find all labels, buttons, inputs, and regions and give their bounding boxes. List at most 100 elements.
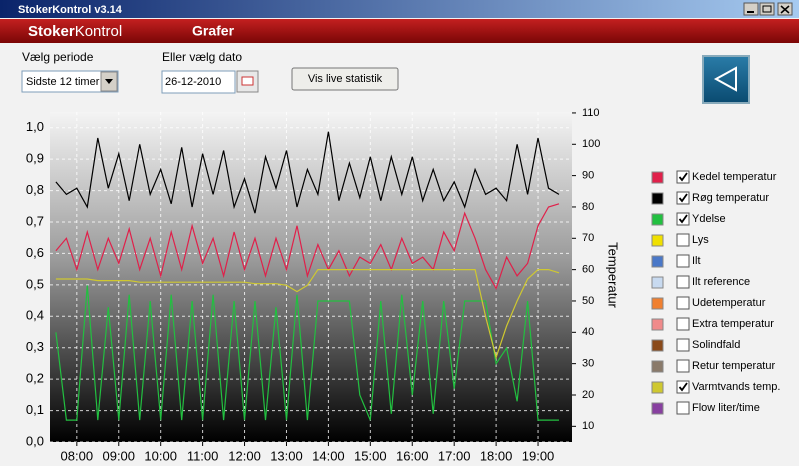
legend-item[interactable]: Udetemperatur xyxy=(651,296,766,310)
period-label: Vælg periode xyxy=(22,50,94,64)
y-tick-label: 0,9 xyxy=(26,151,44,166)
y2-tick-label: 40 xyxy=(582,326,594,338)
y-tick-label: 0,3 xyxy=(26,339,44,354)
period-dropdown[interactable]: Sidste 12 timer xyxy=(21,70,119,93)
x-tick-label: 16:00 xyxy=(396,448,429,463)
x-tick-label: 09:00 xyxy=(102,448,135,463)
legend-label: Ilt xyxy=(692,255,701,267)
legend-checkbox xyxy=(676,296,690,310)
legend-item[interactable]: Extra temperatur xyxy=(651,317,774,331)
period-value: Sidste 12 timer xyxy=(26,76,100,88)
window-buttons[interactable] xyxy=(743,2,793,16)
legend-checkbox xyxy=(676,317,690,331)
legend-label: Varmtvands temp. xyxy=(692,381,780,393)
title-bar xyxy=(0,0,799,18)
legend-checkbox xyxy=(676,275,690,289)
x-tick-label: 12:00 xyxy=(228,448,261,463)
legend-swatch xyxy=(651,255,664,268)
plot-area xyxy=(50,112,572,442)
legend-item[interactable]: Ilt reference xyxy=(651,275,750,289)
legend-swatch xyxy=(651,318,664,331)
y-tick-label: 0,0 xyxy=(26,433,44,448)
y2-tick-label: 30 xyxy=(582,358,594,370)
legend-item[interactable]: Flow liter/time xyxy=(651,401,760,415)
y-tick-label: 0,6 xyxy=(26,245,44,260)
window-title: StokerKontrol v3.14 xyxy=(18,4,123,16)
legend-label: Lys xyxy=(692,234,709,246)
legend-item[interactable]: Ilt xyxy=(651,254,701,268)
legend-swatch xyxy=(651,402,664,415)
x-tick-label: 15:00 xyxy=(354,448,387,463)
legend-checkbox xyxy=(676,359,690,373)
legend-checkbox xyxy=(676,338,690,352)
legend-item[interactable]: Lys xyxy=(651,233,709,247)
y-tick-label: 0,1 xyxy=(26,402,44,417)
y2-tick-label: 10 xyxy=(582,420,594,432)
legend-checkbox xyxy=(676,212,690,226)
legend-swatch xyxy=(651,213,664,226)
header-bar xyxy=(0,19,799,43)
legend-label: Retur temperatur xyxy=(692,360,775,372)
legend-label: Røg temperatur xyxy=(692,192,769,204)
y2-tick-label: 60 xyxy=(582,264,594,276)
legend-label: Ilt reference xyxy=(692,276,750,288)
legend-swatch xyxy=(651,339,664,352)
legend-checkbox xyxy=(676,233,690,247)
legend-checkbox xyxy=(676,191,690,205)
x-tick-label: 10:00 xyxy=(144,448,177,463)
legend-swatch xyxy=(651,381,664,394)
legend-item[interactable]: Røg temperatur xyxy=(651,191,769,205)
y2-tick-label: 90 xyxy=(582,170,594,182)
x-tick-label: 18:00 xyxy=(480,448,513,463)
y2-tick-label: 50 xyxy=(582,295,594,307)
x-tick-label: 08:00 xyxy=(61,448,94,463)
section-title: Grafer xyxy=(192,23,235,39)
x-tick-label: 13:00 xyxy=(270,448,303,463)
legend-label: Ydelse xyxy=(692,213,726,225)
legend-label: Kedel temperatur xyxy=(692,171,777,183)
legend-swatch xyxy=(651,234,664,247)
legend-label: Extra temperatur xyxy=(692,318,774,330)
legend-item[interactable]: Solindfald xyxy=(651,338,740,352)
date-value: 26-12-2010 xyxy=(165,76,221,88)
y-tick-label: 0,2 xyxy=(26,371,44,386)
x-tick-label: 14:00 xyxy=(312,448,345,463)
legend-swatch xyxy=(651,276,664,289)
legend-checkbox xyxy=(676,170,690,184)
legend-checkbox xyxy=(676,380,690,394)
legend-item[interactable]: Varmtvands temp. xyxy=(651,380,780,394)
x-tick-label: 19:00 xyxy=(522,448,555,463)
legend-check xyxy=(678,172,688,182)
legend-item[interactable]: Retur temperatur xyxy=(651,359,775,373)
legend-label: Udetemperatur xyxy=(692,297,766,309)
live-button-label: Vis live statistik xyxy=(308,73,383,85)
legend-swatch xyxy=(651,360,664,373)
y-tick-label: 0,4 xyxy=(26,308,44,323)
legend-item[interactable]: Kedel temperatur xyxy=(651,170,777,184)
y2-tick-label: 80 xyxy=(582,201,594,213)
date-input[interactable]: 26-12-2010 xyxy=(161,70,236,94)
legend-check xyxy=(678,214,688,224)
live-button[interactable]: Vis live statistik xyxy=(291,67,399,91)
y2-tick-label: 20 xyxy=(582,389,594,401)
y-tick-label: 1,0 xyxy=(26,119,44,134)
legend-check xyxy=(678,382,688,392)
legend-label: Flow liter/time xyxy=(692,402,760,414)
series-line xyxy=(55,203,560,290)
calendar-button[interactable] xyxy=(236,70,259,93)
y-tick-label: 0,5 xyxy=(26,276,44,291)
y-tick-label: 0,7 xyxy=(26,213,44,228)
series-line xyxy=(55,285,559,421)
legend-swatch xyxy=(651,171,664,184)
legend-check xyxy=(678,193,688,203)
legend-item[interactable]: Ydelse xyxy=(651,212,726,226)
legend-checkbox xyxy=(676,401,690,415)
legend-swatch xyxy=(651,192,664,205)
y-tick-label: 0,8 xyxy=(26,182,44,197)
back-button[interactable] xyxy=(702,55,750,104)
legend-label: Solindfald xyxy=(692,339,740,351)
logo: StokerKontrol xyxy=(28,23,122,40)
series-line xyxy=(55,131,560,214)
legend-checkbox xyxy=(676,254,690,268)
